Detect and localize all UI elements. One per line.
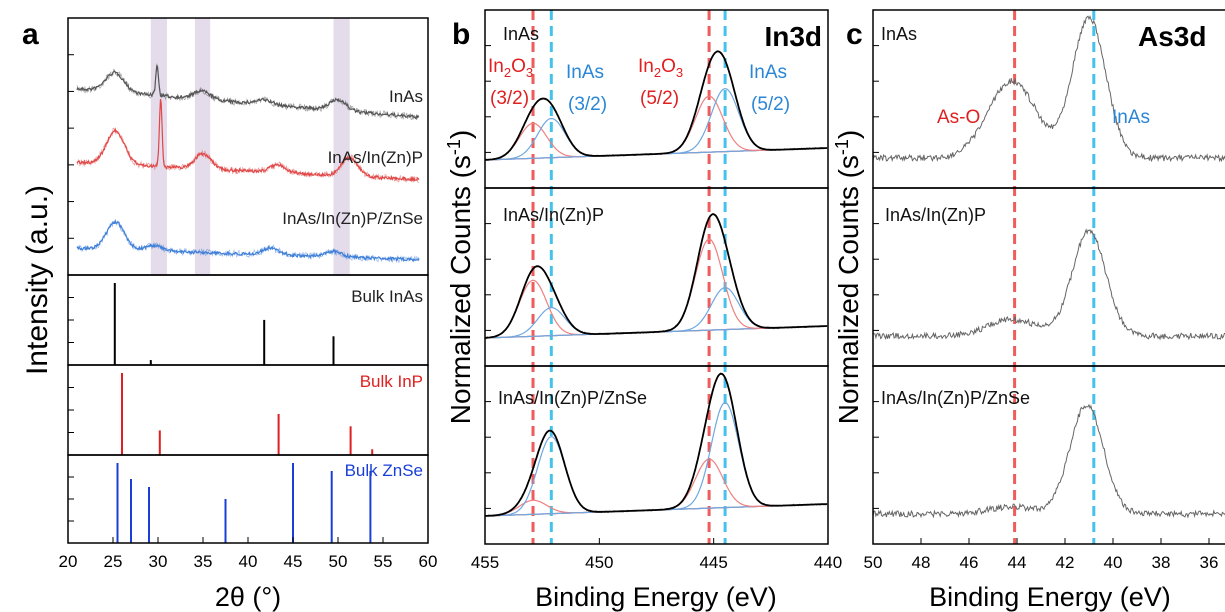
peak-label-in2o3-3-2: In2O3: [488, 56, 533, 80]
highlight-band-2: [333, 18, 350, 275]
peak-label-as-o: As-O: [937, 107, 980, 128]
panel-c-letter: c: [846, 18, 863, 51]
x-tick-label-50: 50: [329, 552, 348, 571]
panel-b: b In3d InAs InAs/In(Zn)P InAs/In(Zn)P/Zn…: [444, 9, 842, 612]
xps-in3d-curves: [484, 50, 829, 517]
y-ticks: [485, 45, 491, 509]
subplot-label-inas-inznp-znse: InAs/In(Zn)P/ZnSe: [498, 388, 647, 408]
x-tick-label-48: 48: [912, 553, 931, 572]
x-tick-label-55: 55: [374, 552, 393, 571]
x-axis-label: Binding Energy (eV): [535, 582, 777, 612]
panel-c: c As3d InAs InAs/In(Zn)P InAs/In(Zn)P/Zn…: [832, 9, 1225, 612]
x-tick-label-44: 44: [1008, 553, 1027, 572]
x-tick-label-40: 40: [239, 552, 258, 571]
xrd-smoothed-trace-0: [76, 65, 420, 120]
panel-b-letter: b: [452, 18, 470, 51]
peak-label-in2o3-5-2: In2O3: [638, 56, 683, 80]
y-ticks: [68, 54, 74, 522]
peak-label-in2o3-5-2-line2: (5/2): [640, 88, 679, 109]
y-axis-label: Normalized Counts (s-1): [832, 130, 864, 425]
subplot-label-inas-inznp-znse: InAs/In(Zn)P/ZnSe: [881, 388, 1030, 408]
x-tick-label-50: 50: [864, 553, 883, 572]
peak-label-inas-3-2: InAs: [566, 62, 604, 83]
xrd-smoothed-trace-1: [76, 98, 420, 183]
fit-component-1-1: [485, 307, 827, 339]
series-label-inas-inznp-znse: InAs/In(Zn)P/ZnSe: [282, 209, 423, 228]
y-axis-label: Intensity (a.u.): [21, 185, 54, 375]
x-tick-label-440: 440: [814, 553, 842, 572]
xps-as3d-curves: [872, 15, 1225, 519]
xrd-raw-trace-0: [76, 63, 420, 121]
fit-envelope-2: [484, 372, 827, 517]
x-tick-label-46: 46: [960, 553, 979, 572]
reference-lines: [113, 283, 374, 543]
xrd-curves: [76, 63, 420, 264]
peak-label-inas-5-2: InAs: [749, 62, 787, 83]
x-ticks: 50 48 46 44 42 40 38 36: [864, 538, 1219, 572]
x-tick-label-455: 455: [471, 553, 499, 572]
x-tick-label-36: 36: [1200, 553, 1219, 572]
panel-a-letter: a: [22, 18, 39, 51]
peak-label-inas: InAs: [1112, 107, 1150, 128]
reference-dashed-lines: [531, 10, 727, 544]
raw-spectrum-2: [872, 403, 1225, 519]
panel-c-frame-3: [872, 365, 1225, 545]
peak-label-inas-5-2-line2: (5/2): [751, 94, 790, 115]
xrd-raw-trace-2: [76, 219, 420, 264]
peak-label-in2o3-3-2-line2: (3/2): [490, 88, 529, 109]
x-tick-label-20: 20: [59, 552, 78, 571]
y-axis-label: Normalized Counts (s-1): [444, 130, 476, 425]
x-axis-label: 2θ (°): [215, 582, 281, 612]
fit-component-2-2: [485, 458, 827, 517]
fit-component-1-2: [485, 238, 827, 339]
panel-a-frame-top: [67, 17, 429, 276]
fit-component-1-0: [484, 279, 827, 339]
fit-envelope-1: [484, 213, 827, 339]
subplot-label-inas: InAs: [881, 24, 917, 44]
x-ticks: 455 450 445 440: [471, 538, 842, 572]
x-tick-label-45: 45: [284, 552, 303, 571]
peak-label-inas-3-2-line2: (3/2): [568, 94, 607, 115]
highlight-band-1: [194, 18, 211, 275]
fit-component-1-3: [485, 286, 827, 339]
x-tick-label-445: 445: [699, 553, 727, 572]
fit-envelope-0: [485, 50, 827, 161]
y-ticks: [873, 45, 879, 509]
ref-label-bulk-inp: Bulk InP: [360, 372, 423, 391]
xrd-smoothed-trace-2: [76, 218, 420, 263]
reference-dashed-lines: [1013, 10, 1096, 544]
panel-a: a InAs InAs/In(Zn)P InAs/In(Zn)P/ZnSe Bu…: [21, 17, 438, 612]
x-tick-label-42: 42: [1056, 553, 1075, 572]
x-tick-label-30: 30: [149, 552, 168, 571]
series-label-inas: InAs: [389, 87, 423, 106]
panel-c-title: As3d: [1138, 21, 1206, 52]
x-tick-label-38: 38: [1152, 553, 1171, 572]
subplot-label-inas-inznp: InAs/In(Zn)P: [503, 205, 604, 225]
raw-spectrum-1: [872, 228, 1225, 341]
x-tick-label-35: 35: [194, 552, 213, 571]
x-tick-label-25: 25: [104, 552, 123, 571]
x-ticks: 20 25 30 35 40 45 50 55 60: [59, 537, 438, 571]
x-tick-label-40: 40: [1104, 553, 1123, 572]
x-tick-label-60: 60: [419, 552, 438, 571]
fit-component-2-1: [485, 436, 827, 517]
series-label-inas-inznp: InAs/In(Zn)P: [328, 148, 423, 167]
raw-spectrum-0: [872, 15, 1225, 163]
panel-b-frame-3: [484, 365, 829, 545]
x-axis-label: Binding Energy (eV): [929, 582, 1171, 612]
ref-label-bulk-znse: Bulk ZnSe: [345, 461, 423, 480]
subplot-label-inas-inznp: InAs/In(Zn)P: [885, 205, 986, 225]
subplot-label-inas: InAs: [503, 24, 539, 44]
ref-label-bulk-inas: Bulk InAs: [351, 287, 423, 306]
highlight-bands: [150, 18, 350, 275]
x-tick-label-450: 450: [585, 553, 613, 572]
panel-b-title: In3d: [764, 21, 822, 52]
